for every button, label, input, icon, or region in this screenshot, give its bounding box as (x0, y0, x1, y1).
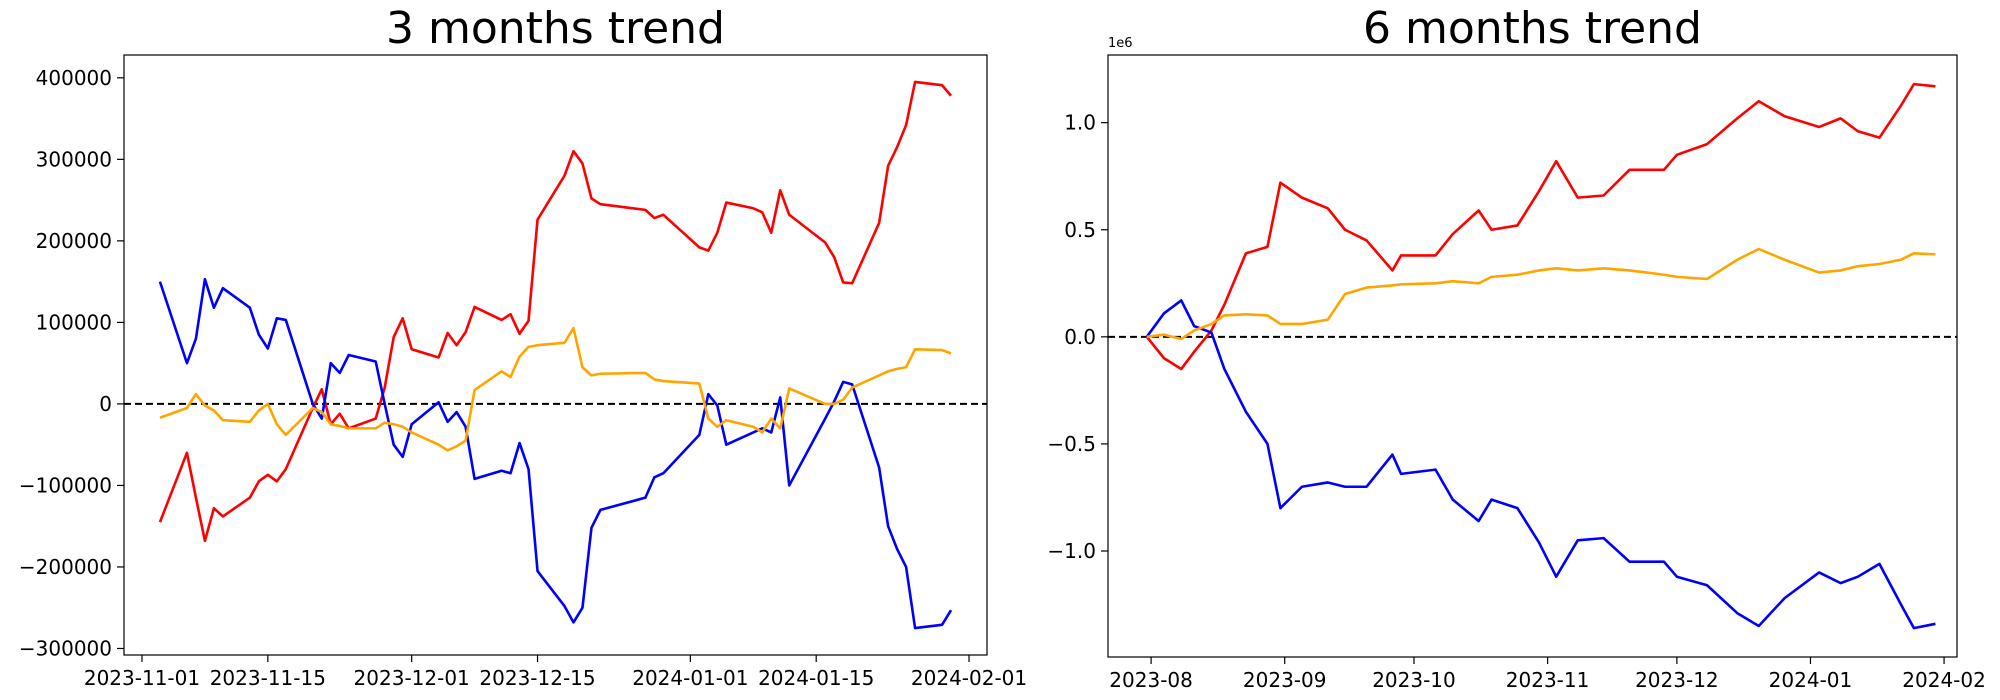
y-tick-label: 1.0 (1064, 111, 1096, 135)
series-line (159, 326, 952, 452)
series-line (158, 277, 953, 630)
x-tick-label: 2024-02 (1902, 668, 1986, 692)
y-tick-label: −0.5 (1047, 432, 1096, 456)
x-tick-label: 2023-12-01 (354, 666, 470, 690)
y-tick-label: 0 (99, 392, 112, 416)
plot-frame (123, 54, 988, 656)
y-tick-label: 0.5 (1064, 218, 1096, 242)
y-tick-label: 400000 (36, 66, 112, 90)
chart-title: 6 months trend (1363, 3, 1702, 54)
series-line (1145, 82, 1936, 371)
x-tick-label: 2023-12 (1635, 668, 1719, 692)
y-tick-label: −300000 (19, 636, 112, 660)
x-tick-label: 2023-08 (1109, 668, 1193, 692)
y-tick-label: −1.0 (1047, 539, 1096, 563)
y-tick-label: −200000 (19, 555, 112, 579)
x-tick-label: 2023-11-01 (84, 666, 200, 690)
series-line (158, 80, 953, 543)
x-tick-label: 2024-01-01 (632, 666, 748, 690)
x-tick-label: 2023-11-15 (210, 666, 326, 690)
y-tick-label: −100000 (19, 473, 112, 497)
series-line (1145, 299, 1936, 630)
y-tick-label: 200000 (36, 229, 112, 253)
x-tick-label: 2023-10 (1372, 668, 1456, 692)
x-tick-label: 2023-09 (1243, 668, 1327, 692)
x-tick-label: 2024-01-15 (758, 666, 874, 690)
series-line (1146, 247, 1936, 341)
x-tick-label: 2024-02-01 (911, 666, 1027, 690)
chart-title: 3 months trend (386, 3, 725, 54)
y-tick-label: 0.0 (1064, 325, 1096, 349)
y-tick-label: 300000 (36, 147, 112, 171)
plot-frame (1107, 54, 1958, 658)
x-tick-label: 2023-11 (1506, 668, 1590, 692)
y-tick-label: 100000 (36, 310, 112, 334)
x-tick-label: 2023-12-15 (479, 666, 595, 690)
y-offset-label: 1e6 (1108, 36, 1133, 51)
x-tick-label: 2024-01 (1769, 668, 1853, 692)
